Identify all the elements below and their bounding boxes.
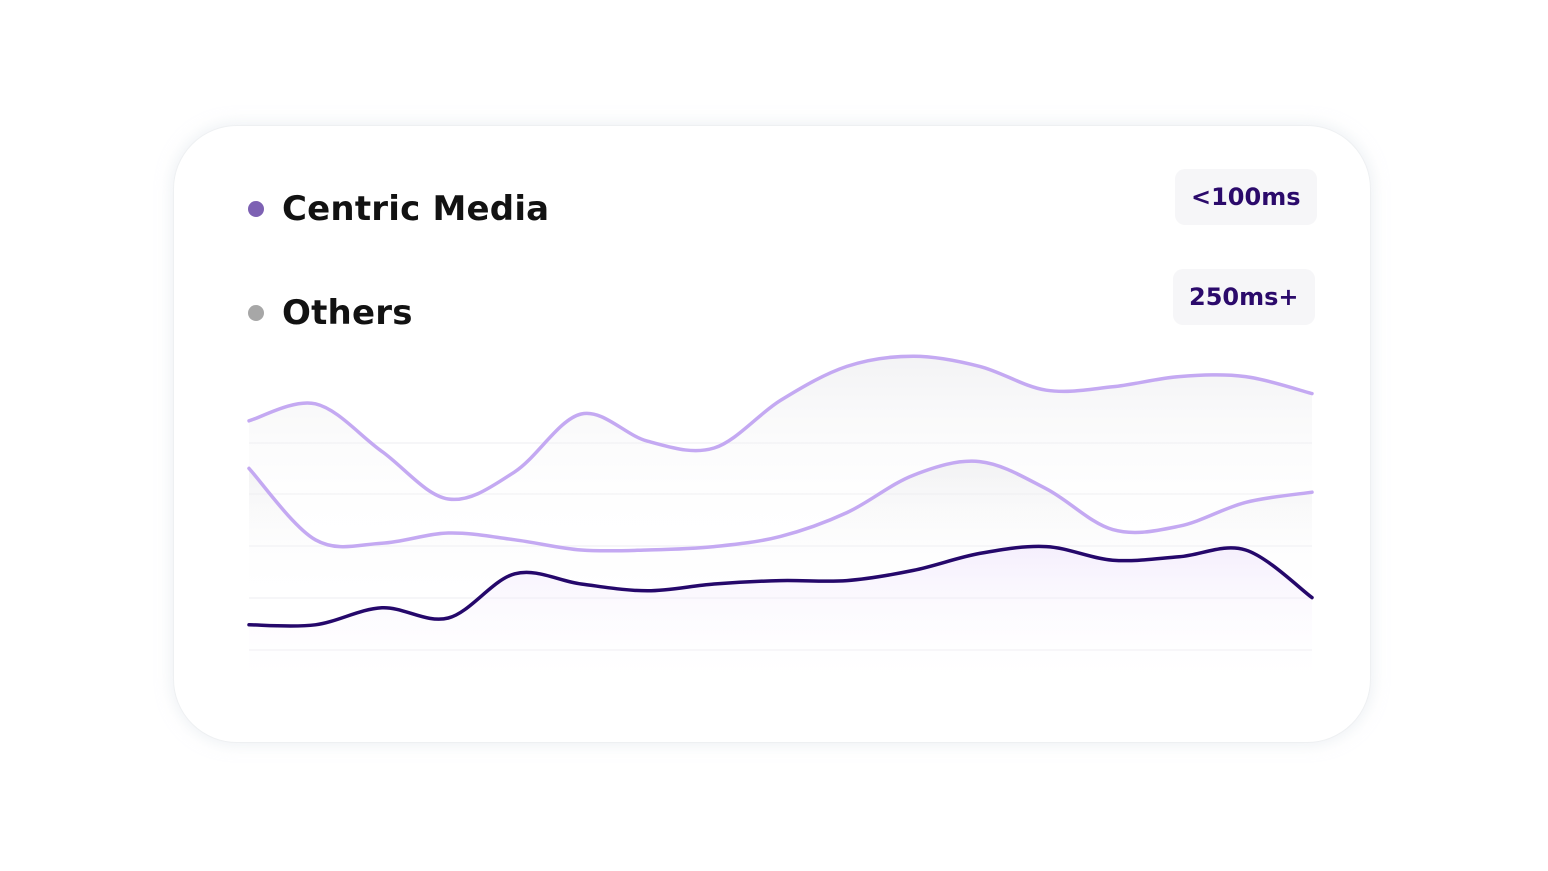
chart-area-fills [249,356,1312,691]
legend-dot-others [248,305,264,321]
chart-lines [247,354,1314,628]
series-2-area [249,546,1312,691]
latency-badge-fast: <100ms [1175,169,1317,225]
series-2-line [247,544,1314,628]
legend-item-centric-media: Centric Media [248,187,549,231]
legend-dot-centric-media [248,201,264,217]
legend-label-centric-media: Centric Media [282,189,550,229]
legend-label-others: Others [282,293,413,333]
series-0-line [247,354,1314,502]
latency-badge-slow: 250ms+ [1173,269,1315,325]
legend-item-others: Others [248,291,413,335]
series-1-line [247,459,1314,553]
latency-chart [247,354,1314,691]
series-0-area [249,356,1312,554]
latency-card: Centric Media Others <100ms 250ms+ [173,125,1371,743]
